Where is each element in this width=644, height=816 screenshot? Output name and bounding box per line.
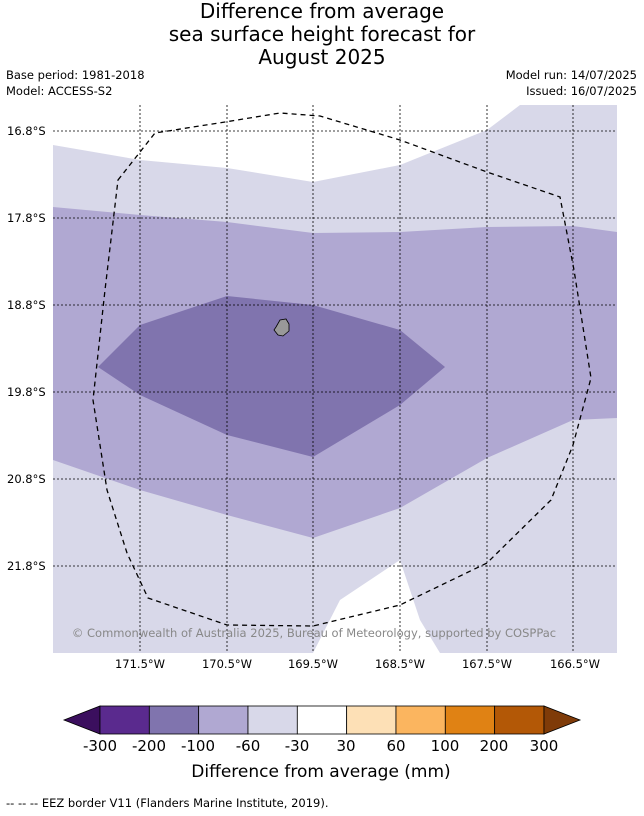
colorbar-swatch (395, 705, 446, 735)
colorbar-tick: -30 (284, 737, 310, 755)
colorbar-tick: 100 (430, 737, 460, 755)
samoa-island (273, 318, 290, 337)
colorbar-tick: -200 (131, 737, 167, 755)
colorbar-swatch (247, 705, 298, 735)
lat-label: 19.8°S (7, 385, 46, 399)
colorbar-tick: 200 (479, 737, 509, 755)
meta-left: Base period: 1981-2018 Model: ACCESS-S2 (6, 67, 145, 99)
colorbar-swatch (198, 705, 249, 735)
colorbar-swatch (99, 705, 150, 735)
title-line-1: Difference from average (199, 0, 445, 23)
lat-label: 20.8°S (7, 472, 46, 486)
lon-label: 171.5°W (114, 657, 166, 671)
colorbar-swatch (346, 705, 397, 735)
colorbar-swatch (296, 705, 348, 735)
colorbar-extend-low (62, 705, 101, 735)
lon-label: 170.5°W (201, 657, 253, 671)
contour-field (53, 105, 617, 653)
lon-label: 169.5°W (287, 657, 339, 671)
colorbar-tick: -300 (82, 737, 118, 755)
colorbar-swatch (494, 705, 545, 735)
lat-label: 21.8°S (7, 559, 46, 573)
eez-legend-footnote: -- -- -- EEZ border V11 (Flanders Marine… (6, 796, 329, 810)
lat-label: 18.8°S (7, 298, 46, 312)
colorbar-tick: 30 (336, 737, 356, 755)
issued-date: Issued: 16/07/2025 (526, 84, 637, 98)
colorbar-swatch (148, 705, 200, 735)
base-period: Base period: 1981-2018 (6, 68, 145, 82)
lat-label: 17.8°S (7, 211, 46, 225)
colorbar-swatch (444, 705, 496, 735)
lat-label: 16.8°S (7, 124, 46, 138)
model-run: Model run: 14/07/2025 (505, 68, 637, 82)
graticule (53, 105, 617, 653)
colorbar-tick: 300 (529, 737, 559, 755)
lon-label: 168.5°W (374, 657, 426, 671)
lon-label: 166.5°W (549, 657, 601, 671)
colorbar-label: Difference from average (mm) (191, 762, 451, 782)
map-title: Difference from average sea surface heig… (0, 0, 644, 69)
model-name: Model: ACCESS-S2 (6, 84, 113, 98)
meta-right: Model run: 14/07/2025 Issued: 16/07/2025 (506, 67, 637, 99)
colorbar-tick: -100 (180, 737, 216, 755)
colorbar-extend-high (543, 705, 582, 735)
lon-label: 167.5°W (461, 657, 513, 671)
colorbar-tick: 60 (386, 737, 406, 755)
copyright-notice: © Commonwealth of Australia 2025, Bureau… (71, 626, 557, 640)
colorbar-tick: -60 (235, 737, 261, 755)
title-line-3: August 2025 (258, 45, 386, 69)
contour-band-minus100 (98, 296, 445, 457)
title-line-2: sea surface height forecast for (168, 22, 476, 46)
